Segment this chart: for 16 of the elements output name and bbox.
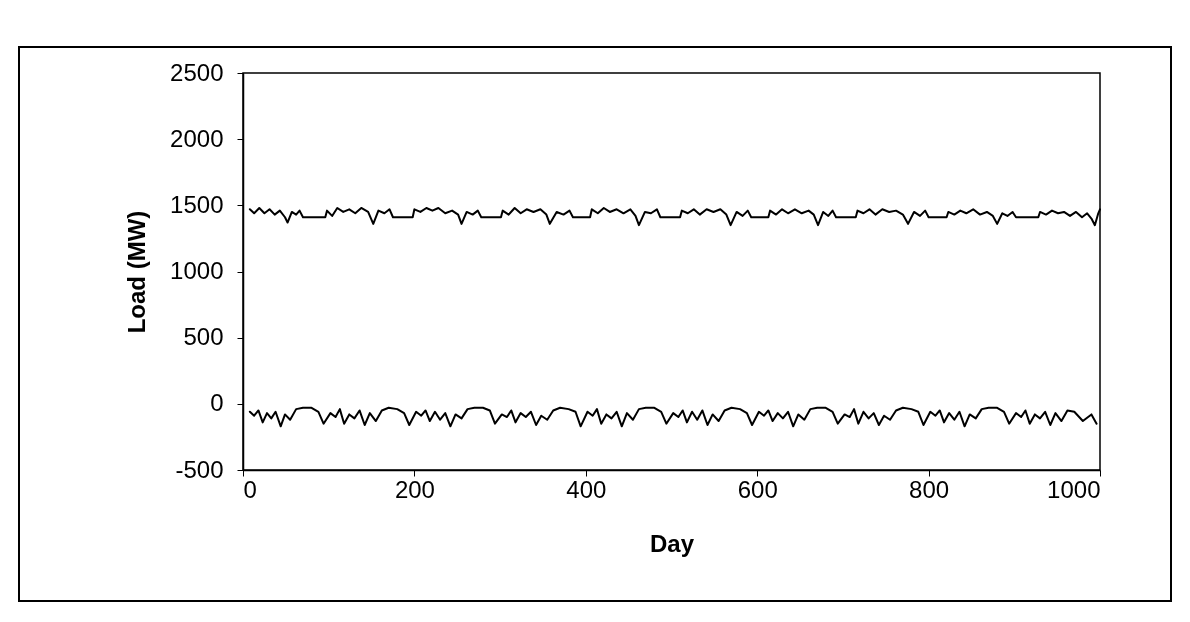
line-series	[248, 406, 1098, 428]
x-tick-label: 800	[909, 475, 950, 503]
x-tick-label: 1000	[1047, 475, 1101, 503]
y-tick-label: 1500	[170, 190, 224, 218]
y-tick-label: 2000	[170, 124, 224, 152]
y-tick-label: 2500	[170, 58, 224, 86]
x-tick-label: 0	[243, 475, 257, 503]
y-tick-label: 1000	[170, 257, 224, 284]
y-tick-label: 500	[183, 323, 224, 351]
x-tick-label: 400	[566, 475, 607, 503]
x-tick-label: 600	[737, 475, 778, 503]
y-tick-label: 0	[210, 389, 224, 417]
y-tick-label: -500	[175, 455, 224, 483]
x-tick-label: 200	[394, 475, 435, 503]
x-axis-title: Day	[649, 529, 695, 557]
y-axis-title: Load (MW)	[123, 210, 151, 334]
